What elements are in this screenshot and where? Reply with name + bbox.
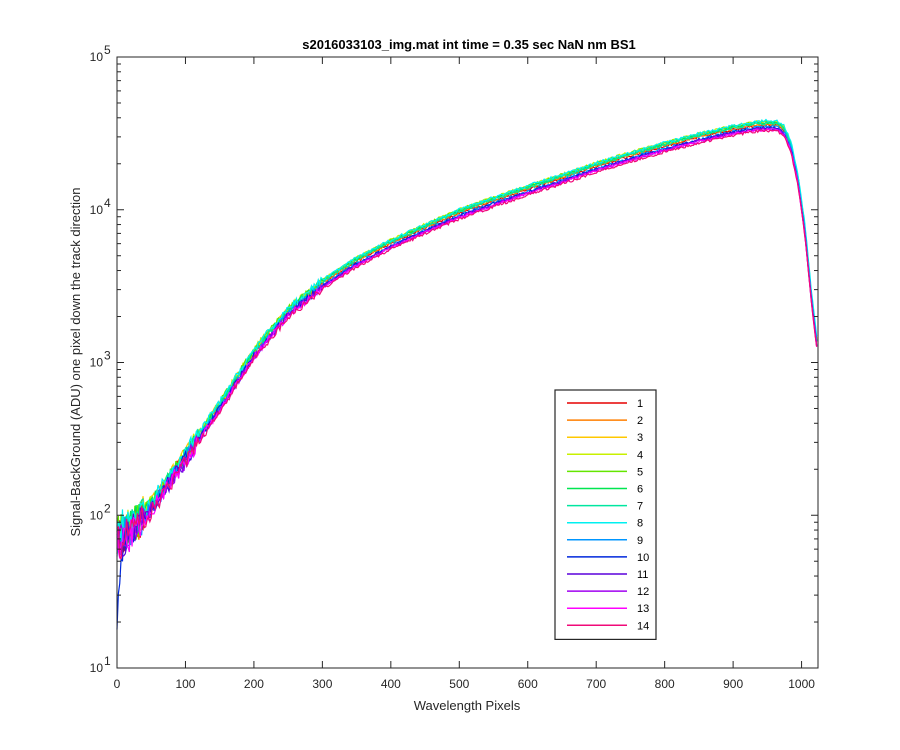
- x-tick-label: 800: [655, 677, 675, 691]
- x-tick-label: 1000: [788, 677, 815, 691]
- plot-area: [117, 57, 818, 668]
- legend-label-10: 10: [637, 552, 649, 564]
- legend-label-3: 3: [637, 432, 643, 444]
- x-tick-label: 500: [449, 677, 469, 691]
- x-tick-label: 900: [723, 677, 743, 691]
- chart-title: s2016033103_img.mat int time = 0.35 sec …: [302, 37, 636, 52]
- y-axis-label: Signal-BackGround (ADU) one pixel down t…: [68, 187, 83, 536]
- y-tick-exponent: 5: [104, 43, 111, 57]
- legend-label-8: 8: [637, 518, 643, 530]
- y-tick-exponent: 1: [104, 654, 111, 668]
- legend-label-1: 1: [637, 398, 643, 410]
- legend-label-9: 9: [637, 535, 643, 547]
- legend-label-11: 11: [637, 569, 648, 581]
- y-tick-label: 10: [90, 50, 104, 64]
- legend-label-12: 12: [637, 586, 649, 598]
- x-tick-label: 700: [586, 677, 606, 691]
- y-tick-exponent: 4: [104, 196, 111, 210]
- legend-label-14: 14: [637, 620, 649, 632]
- x-axis-label: Wavelength Pixels: [414, 698, 521, 713]
- x-tick-label: 0: [114, 677, 121, 691]
- y-tick-label: 10: [90, 356, 104, 370]
- legend-box: [554, 389, 657, 640]
- x-tick-label: 400: [381, 677, 401, 691]
- x-tick-label: 100: [175, 677, 195, 691]
- legend-label-5: 5: [637, 466, 643, 478]
- legend-label-2: 2: [637, 415, 643, 427]
- legend-label-4: 4: [637, 449, 643, 461]
- x-tick-label: 200: [244, 677, 264, 691]
- series-layer: [116, 118, 818, 630]
- x-tick-label: 300: [312, 677, 332, 691]
- y-tick-exponent: 3: [104, 349, 111, 363]
- legend-label-6: 6: [637, 484, 643, 496]
- legend-label-13: 13: [637, 603, 649, 615]
- series-line-13: [116, 127, 818, 559]
- y-tick-label: 10: [90, 203, 104, 217]
- series-line-14: [116, 128, 818, 560]
- legend-label-7: 7: [637, 501, 643, 513]
- y-tick-label: 10: [90, 661, 104, 675]
- x-tick-label: 600: [518, 677, 538, 691]
- y-tick-label: 10: [90, 508, 104, 522]
- y-tick-exponent: 2: [104, 501, 111, 515]
- series-line-8: [116, 118, 818, 547]
